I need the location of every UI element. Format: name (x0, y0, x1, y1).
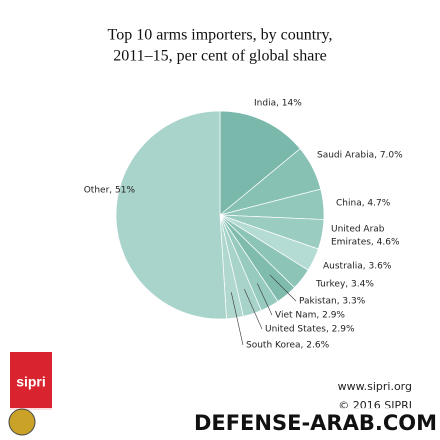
value-label: United States, 2.9% (265, 325, 355, 335)
chart-title: Top 10 arms importers, by country, (108, 27, 333, 44)
value-label: Turkey, 3.4% (315, 280, 374, 290)
leader-line (269, 274, 297, 302)
leader-line (257, 283, 273, 316)
value-label: Emirates, 4.6% (331, 238, 400, 248)
url: www.sipri.org (338, 380, 412, 393)
value-label: Viet Nam, 2.9% (275, 311, 345, 321)
logo: sipri (16, 374, 46, 390)
value-label: China, 4.7% (336, 199, 391, 209)
value-label: Other, 51% (84, 186, 136, 196)
pie-slice (219, 110, 301, 216)
chart-title: 2011–15, per cent of global share (113, 48, 327, 65)
leader-line (230, 292, 244, 346)
value-label: Pakistan, 3.3% (299, 297, 366, 307)
watermark-emblem (8, 408, 36, 436)
value-label: Australia, 3.6% (323, 262, 392, 272)
value-label: Saudi Arabia, 7.0% (317, 151, 403, 161)
leader-line (244, 288, 263, 330)
value-label: India, 14% (254, 99, 302, 109)
value-label: South Korea, 2.6% (246, 341, 330, 351)
pie-slice (115, 110, 227, 320)
value-label: United Arab (331, 225, 385, 235)
watermark: DEFENSE-ARAB.COM (194, 411, 437, 435)
logo-box (10, 352, 52, 410)
watermark-band (0, 408, 440, 440)
